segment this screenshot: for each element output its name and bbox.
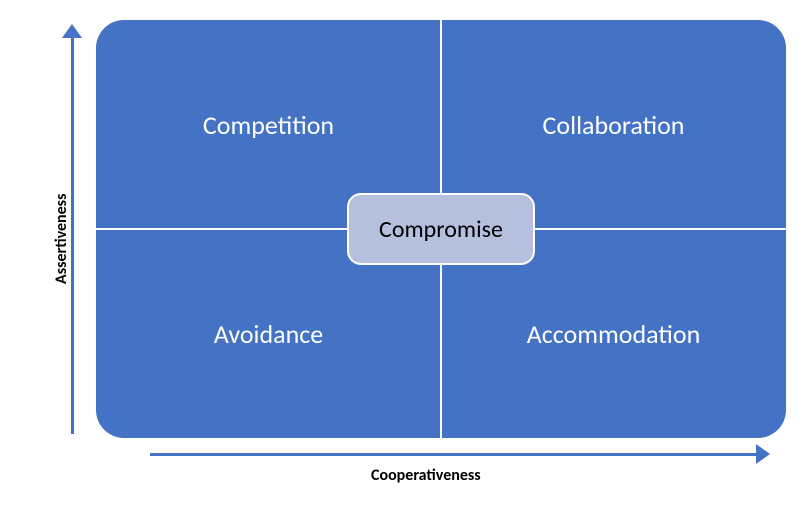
quadrant-label-top-left: Competition xyxy=(203,109,334,141)
y-axis-label: Assertiveness xyxy=(52,194,71,284)
x-axis-arrowhead xyxy=(756,444,770,464)
quadrant-label-top-right: Collaboration xyxy=(543,109,685,141)
x-axis-label: Cooperativeness xyxy=(371,466,481,485)
x-axis-line xyxy=(150,453,760,456)
center-compromise-box: Compromise xyxy=(347,193,535,265)
y-axis-arrowhead xyxy=(62,24,82,38)
diagram-canvas: Assertiveness Cooperativeness Competitio… xyxy=(0,0,808,505)
center-compromise-label: Compromise xyxy=(379,215,503,244)
quadrant-label-bottom-right: Accommodation xyxy=(527,318,701,350)
quadrant-label-bottom-left: Avoidance xyxy=(214,318,323,350)
